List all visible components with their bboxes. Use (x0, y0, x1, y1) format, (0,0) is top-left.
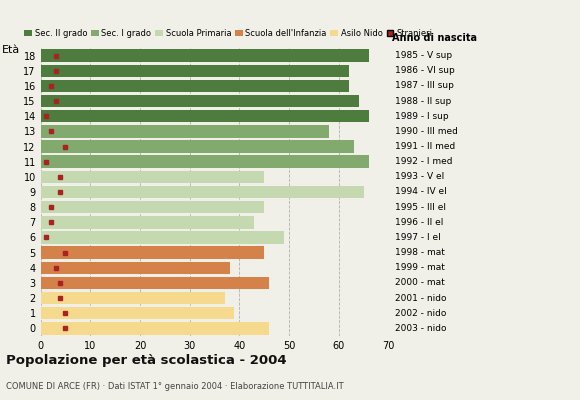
Text: Anno di nascita: Anno di nascita (392, 33, 477, 43)
Text: 1989 - I sup: 1989 - I sup (395, 112, 449, 121)
Bar (41, 80, 349, 92)
Text: 1997 - I el: 1997 - I el (395, 233, 441, 242)
Text: 2000 - mat: 2000 - mat (395, 278, 445, 288)
Bar (41, 64, 349, 77)
Text: 2003 - nido: 2003 - nido (395, 324, 447, 333)
Bar (41, 49, 369, 62)
Bar (41, 171, 264, 183)
Text: 1986 - VI sup: 1986 - VI sup (395, 66, 455, 75)
Bar (41, 156, 369, 168)
Text: 1996 - II el: 1996 - II el (395, 218, 444, 227)
Text: 1995 - III el: 1995 - III el (395, 203, 446, 212)
Text: 2002 - nido: 2002 - nido (395, 309, 447, 318)
Text: 1990 - III med: 1990 - III med (395, 127, 458, 136)
Bar (41, 231, 284, 244)
Bar (41, 95, 359, 107)
Text: 1988 - II sup: 1988 - II sup (395, 96, 451, 106)
Bar (41, 125, 329, 138)
Bar (41, 322, 269, 335)
Bar (41, 292, 224, 304)
Y-axis label: Età: Età (2, 45, 20, 55)
Text: 1991 - II med: 1991 - II med (395, 142, 455, 151)
Text: 1993 - V el: 1993 - V el (395, 172, 444, 181)
Text: 2001 - nido: 2001 - nido (395, 294, 447, 303)
Text: COMUNE DI ARCE (FR) · Dati ISTAT 1° gennaio 2004 · Elaborazione TUTTITALIA.IT: COMUNE DI ARCE (FR) · Dati ISTAT 1° genn… (6, 382, 343, 391)
Text: 1994 - IV el: 1994 - IV el (395, 188, 447, 196)
Bar (41, 110, 369, 122)
Text: 1998 - mat: 1998 - mat (395, 248, 445, 257)
Bar (41, 277, 269, 289)
Bar (41, 262, 230, 274)
Text: 1987 - III sup: 1987 - III sup (395, 81, 454, 90)
Bar (41, 140, 354, 153)
Bar (41, 201, 264, 213)
Bar (41, 307, 234, 320)
Bar (41, 216, 255, 228)
Text: 1985 - V sup: 1985 - V sup (395, 51, 452, 60)
Text: Popolazione per età scolastica - 2004: Popolazione per età scolastica - 2004 (6, 354, 287, 367)
Bar (41, 186, 364, 198)
Bar (41, 246, 264, 259)
Legend: Sec. II grado, Sec. I grado, Scuola Primaria, Scuola dell'Infanzia, Asilo Nido, : Sec. II grado, Sec. I grado, Scuola Prim… (24, 29, 433, 38)
Text: 1992 - I med: 1992 - I med (395, 157, 453, 166)
Text: 1999 - mat: 1999 - mat (395, 263, 445, 272)
